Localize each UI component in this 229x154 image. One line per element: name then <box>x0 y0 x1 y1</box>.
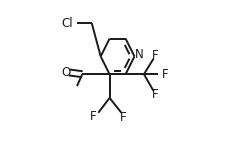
Text: F: F <box>119 111 126 124</box>
Text: Cl: Cl <box>61 17 73 30</box>
Text: F: F <box>151 88 158 101</box>
Text: F: F <box>89 110 96 123</box>
Text: O: O <box>61 66 70 79</box>
Text: F: F <box>151 49 158 62</box>
Text: F: F <box>162 68 168 81</box>
Text: N: N <box>134 48 143 61</box>
